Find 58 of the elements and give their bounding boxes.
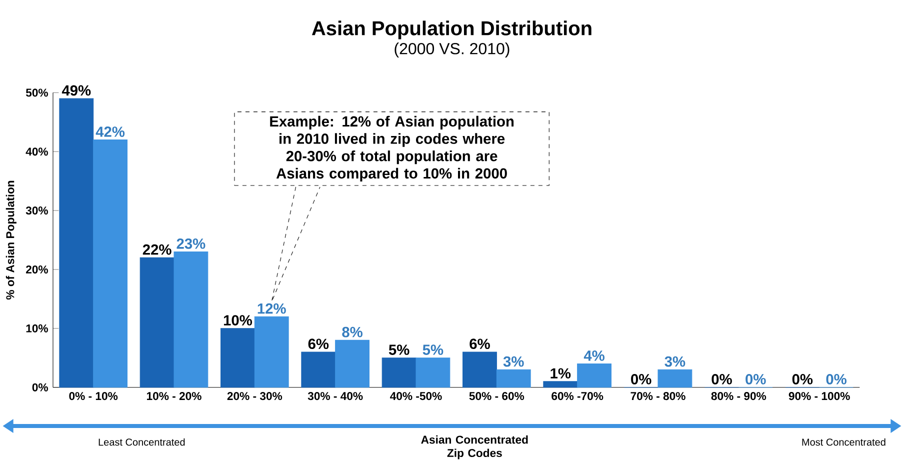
data-label: 42% <box>96 126 125 137</box>
data-label: 5% <box>388 344 410 355</box>
data-label: 22% <box>142 244 172 255</box>
x-tick-label: 0% - 10% <box>69 392 118 400</box>
bar <box>496 369 531 388</box>
x-tick-label: 50% - 60% <box>469 392 524 400</box>
bar <box>416 358 450 388</box>
data-label: 0% <box>746 374 766 384</box>
data-label: 6% <box>470 338 490 350</box>
bar <box>543 381 578 388</box>
data-label: 3% <box>664 356 686 367</box>
data-label: 0% <box>792 374 813 384</box>
data-label: 3% <box>503 356 524 367</box>
data-label: 0% <box>631 374 652 384</box>
data-label: 49% <box>62 85 91 96</box>
bar <box>462 352 497 388</box>
bar <box>335 340 370 388</box>
bar <box>301 352 336 388</box>
x-tick-label: 70% - 80% <box>630 392 686 400</box>
data-label: 5% <box>422 344 444 355</box>
data-label: 10% <box>224 315 252 326</box>
y-tick-label: 20% <box>26 265 48 274</box>
bar <box>254 316 289 388</box>
x-tick-label: 40% -50% <box>390 392 442 400</box>
y-tick-label: 30% <box>26 206 48 215</box>
bar <box>59 98 94 388</box>
chart-subtitle: (2000 VS. 2010) <box>394 42 510 58</box>
bar <box>577 363 612 388</box>
data-label: 8% <box>342 326 362 338</box>
data-label: 23% <box>176 238 206 249</box>
bar <box>174 252 208 388</box>
data-label: 0% <box>826 374 846 384</box>
x-tick-label: 60% -70% <box>552 392 604 400</box>
bar <box>93 140 128 388</box>
bar <box>220 328 255 388</box>
bar <box>140 257 174 388</box>
x-tick-label: 80% - 90% <box>711 392 766 400</box>
x-axis-title: Asian Concentrated Zip Codes <box>421 435 528 460</box>
bar <box>382 358 416 388</box>
data-label: 6% <box>308 338 329 350</box>
y-tick-label: 50% <box>26 88 48 97</box>
x-tick-label: 30% - 40% <box>308 392 363 400</box>
chart-title: Asian Population Distribution <box>312 20 592 40</box>
x-tick-label: 20% - 30% <box>227 392 282 400</box>
annotation: Example: 12% of Asian population in 2010 lived in zip codes where 20-30% of total population are Asians compared to 10% in 2000 <box>270 116 514 182</box>
x-tick-label: 10% - 20% <box>146 392 202 400</box>
data-label: 0% <box>712 374 732 384</box>
data-label: 1% <box>550 368 571 378</box>
bar <box>658 369 692 388</box>
data-label: 12% <box>258 303 286 314</box>
x-tick-label: 90% - 100% <box>788 392 850 400</box>
y-axis-title: % of Asian Population <box>6 180 16 300</box>
text: Least Concentrated <box>98 438 185 446</box>
y-tick-label: 0% <box>32 383 48 392</box>
y-tick-label: 40% <box>26 148 48 156</box>
text: Most Concentrated <box>802 438 886 446</box>
y-tick-label: 10% <box>26 324 48 332</box>
data-label: 4% <box>584 350 604 361</box>
